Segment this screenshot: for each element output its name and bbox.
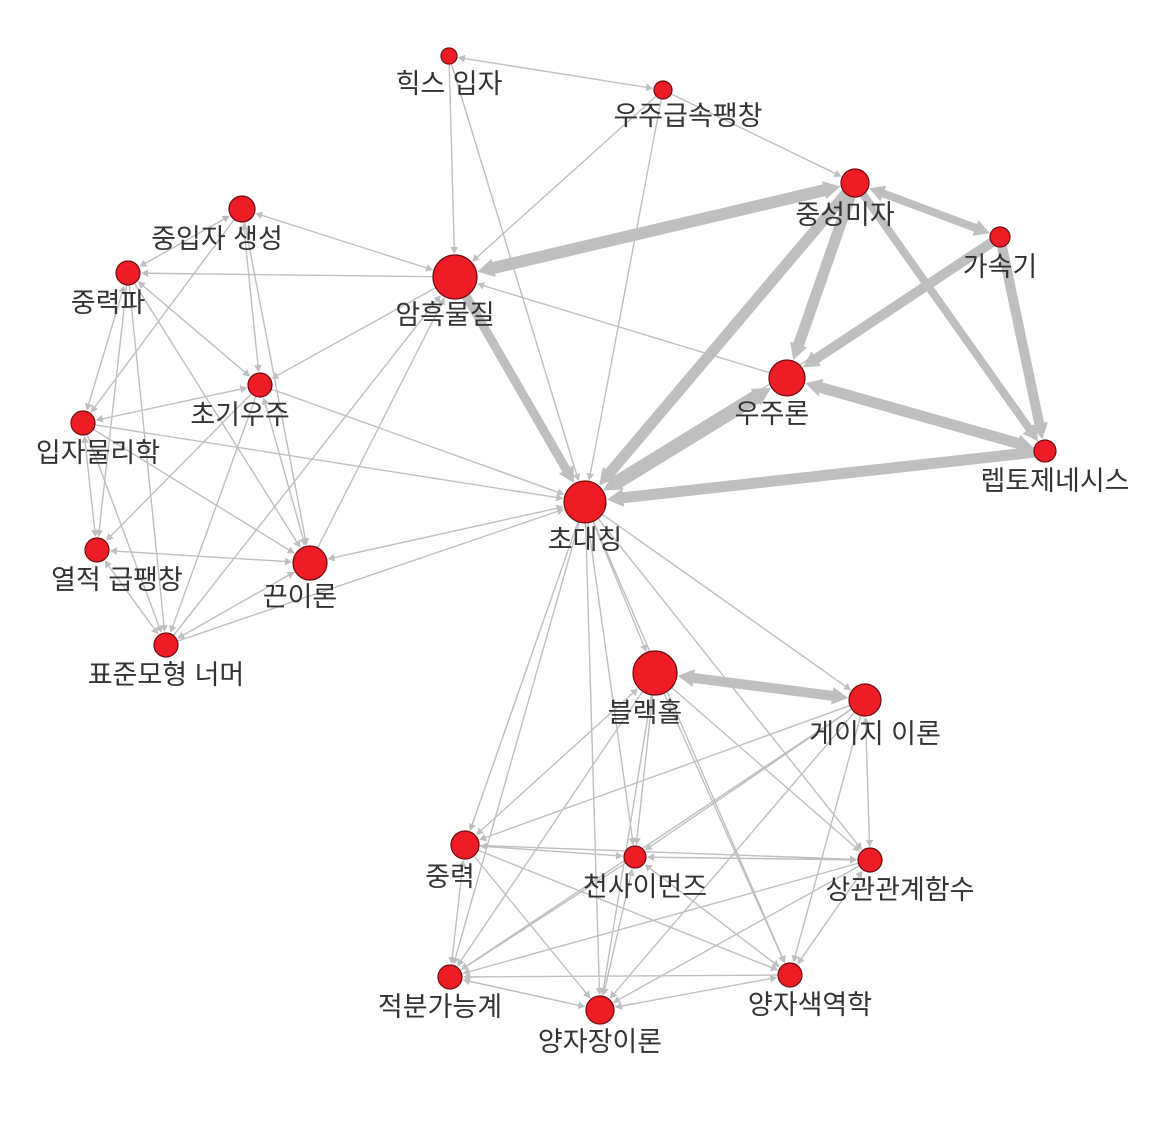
graph-node-label: 중성미자	[795, 200, 895, 230]
graph-node-correlation	[858, 848, 882, 872]
graph-node-label: 상관관계함수	[825, 875, 974, 905]
graph-node-label: 암흑물질	[395, 300, 494, 330]
graph-node-label: 렙토제네시스	[980, 466, 1129, 496]
graph-node-earlyuniv	[248, 373, 272, 397]
graph-node-gravity	[451, 831, 479, 859]
graph-node-chernsimons	[624, 846, 646, 868]
graph-node-qft	[586, 996, 614, 1024]
graph-node-string	[293, 546, 327, 580]
graph-node-gravwave	[116, 261, 140, 285]
graph-node-label: 게이지 이론	[809, 719, 941, 749]
graph-node-accelerator	[990, 227, 1010, 247]
network-diagram: 힉스 입자우주급속팽창중성미자가속기 중입자 생성중력파 암흑물질초기우주 우주론입자…	[0, 0, 1162, 1127]
graph-node-supersym	[564, 481, 606, 523]
graph-node-blackhole	[633, 651, 677, 695]
graph-node-label: 열적 급팽창	[51, 565, 183, 595]
graph-node-gauge	[849, 684, 881, 716]
graph-node-label: 양자장이론	[538, 1027, 662, 1057]
graph-node-label: 입자물리학	[36, 438, 160, 468]
graph-node-thermal	[85, 538, 109, 562]
graph-node-label: 표준모형 너머	[88, 660, 245, 690]
graph-node-label: 힉스 입자	[396, 69, 503, 99]
graph-node-integrable	[438, 965, 462, 989]
graph-node-bsm	[154, 633, 178, 657]
graph-labels: 힉스 입자우주급속팽창중성미자가속기 중입자 생성중력파 암흑물질초기우주 우주론입자…	[36, 69, 1130, 1057]
graph-node-label: 가속기	[963, 252, 1038, 282]
graph-node-label: 적분가능계	[378, 992, 502, 1022]
graph-node-label: 양자색역학	[748, 990, 872, 1020]
graph-node-baryogen	[229, 196, 255, 222]
graph-node-label: 우주론	[735, 399, 810, 429]
graph-node-label: 중력	[425, 862, 475, 892]
graph-node-label: 중입자 생성	[151, 224, 283, 254]
graph-node-label: 우주급속팽창	[613, 101, 762, 131]
graph-node-label: 끈이론	[263, 582, 338, 612]
graph-node-label: 천사이먼즈	[583, 872, 707, 902]
graph-node-higgs	[441, 48, 457, 64]
graph-node-cosmology	[769, 360, 805, 396]
graph-node-darkmatter	[433, 255, 477, 299]
graph-node-inflation	[654, 81, 672, 99]
graph-node-label: 초기우주	[190, 400, 289, 430]
graph-node-label: 초대칭	[548, 525, 623, 555]
graph-node-label: 블랙홀	[608, 698, 683, 728]
graph-node-qcd	[778, 963, 802, 987]
graph-node-neutrino	[841, 169, 869, 197]
graph-node-label: 중력파	[71, 288, 146, 318]
graph-node-leptogen	[1034, 440, 1056, 462]
graph-node-particle	[71, 411, 95, 435]
